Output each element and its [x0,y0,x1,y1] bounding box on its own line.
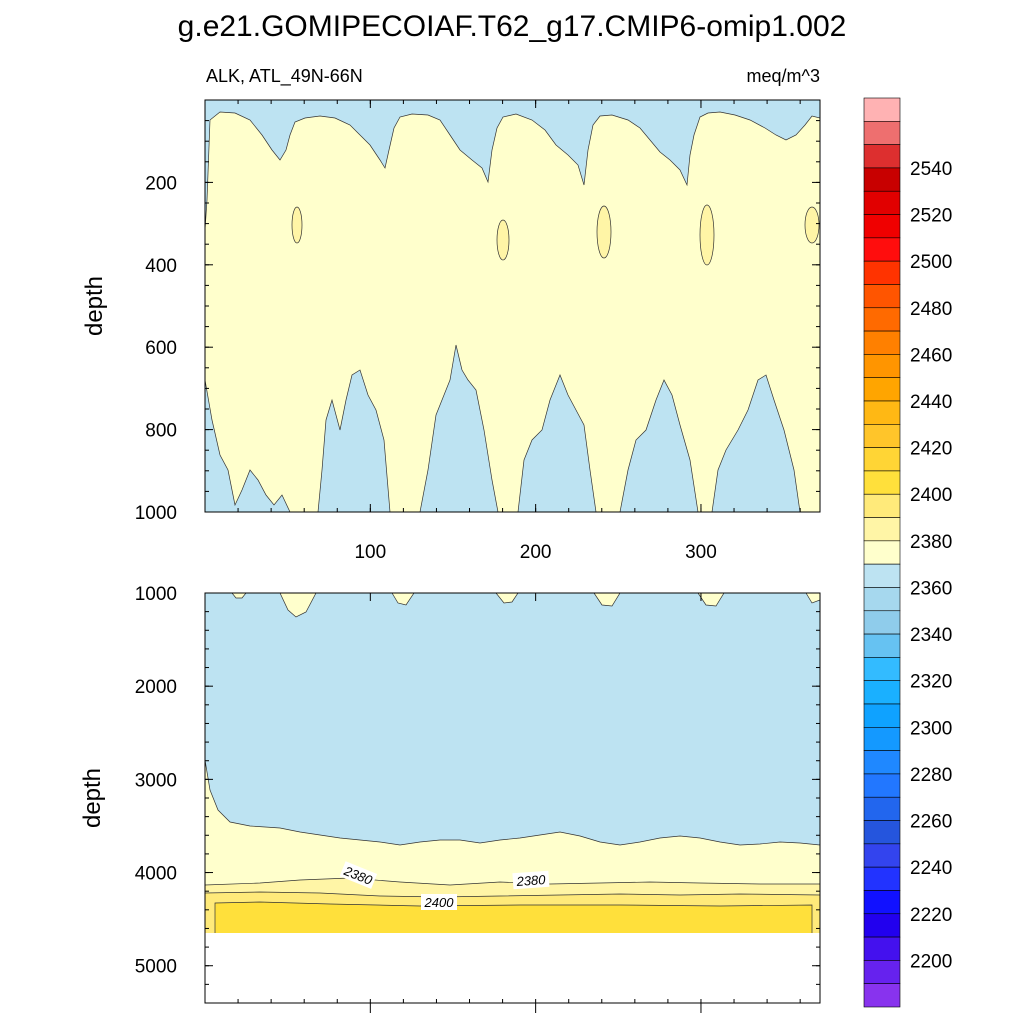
upper-ytick-label: 1000 [135,503,177,524]
contour-label-group-2: 2400 [421,894,457,910]
lower-ytick-label: 4000 [135,864,177,885]
upper-blob-5 [804,206,820,244]
colorbar-label: 2520 [910,206,952,227]
colorbar-swatch [863,796,901,821]
upper-deep-blue-intrusions [205,344,801,512]
lower-missing-data-region [205,933,820,1003]
colorbar-swatch [863,657,901,681]
upper-ytick-label: 800 [145,421,177,442]
colorbar-swatch [863,493,901,518]
colorbar-swatch [863,144,901,169]
colorbar-label: 2380 [910,532,952,553]
colorbar-swatch [863,121,901,145]
colorbar-swatch [863,307,901,332]
colorbar-label: 2260 [910,812,952,833]
colorbar-swatch [863,330,901,355]
lower-ylabel: depth [79,768,106,828]
colorbar-swatch [863,983,901,1008]
lower-ytick-label: 5000 [135,957,177,978]
upper-panel: 200 400 600 800 1000 100 200 300 depth [81,99,821,563]
upper-contour-field [205,100,820,512]
colorbar-swatch [863,447,901,472]
upper-ytick-label: 600 [145,338,177,359]
lower-ytick-label: 1000 [135,584,177,605]
lower-top-yellow-bumps [231,593,820,618]
colorbar-swatch [863,866,901,891]
colorbar-swatch [863,237,901,262]
colorbar-label: 2220 [910,905,952,926]
colorbar-swatch [863,587,901,612]
colorbar-swatch [863,214,901,239]
colorbar-swatch [863,727,901,751]
colorbar-swatch [863,633,901,658]
colorbar-label: 2300 [910,718,952,739]
colorbar-swatch [863,563,901,588]
chart-subtitle-right: meq/m^3 [747,66,820,86]
colorbar-swatch [863,890,901,915]
colorbar-label: 2420 [910,439,952,460]
chart-subtitle-left: ALK, ATL_49N-66N [206,66,363,87]
upper-blob-4 [699,204,715,266]
upper-blob-2 [496,219,510,261]
colorbar-swatch [863,470,901,495]
colorbar-swatch [863,400,901,425]
colorbar-swatch [863,773,901,798]
colorbar-swatch [863,540,901,565]
colorbar-label: 2280 [910,765,952,786]
colorbar-swatch [863,190,901,215]
upper-xtick-label: 200 [520,542,552,563]
colorbar-label: 2240 [910,858,952,879]
colorbar-label: 2400 [910,485,952,506]
colorbar-label: 2320 [910,672,952,693]
colorbar-label: 2460 [910,345,952,366]
colorbar-swatch [863,377,901,402]
contour-label-group-3: 2380 [512,870,550,890]
lower-axis-ticks: 1000 2000 3000 4000 5000 [135,584,820,1013]
colorbar-label: 2340 [910,625,952,646]
colorbar-swatch [863,843,901,868]
colorbar-label: 2200 [910,951,952,972]
lower-ytick-label: 3000 [135,770,177,791]
upper-xtick-label: 300 [685,542,717,563]
colorbar-label: 2360 [910,578,952,599]
colorbar-label: 2480 [910,299,952,320]
upper-blob-3 [596,205,612,259]
upper-ylabel: depth [81,276,108,336]
colorbar-swatch [863,703,901,728]
colorbar-swatch [863,750,901,775]
colorbar-label: 2440 [910,392,952,413]
contour-label-2400: 2400 [424,895,455,910]
upper-axis-ticks: 200 400 600 800 1000 100 200 300 [135,100,820,563]
upper-xtick-label: 100 [354,542,386,563]
colorbar-swatch [863,97,901,122]
colorbar-swatch [863,610,901,635]
contour-label-2380-right: 2380 [515,872,547,889]
colorbar-swatch [863,936,901,961]
colorbar-label: 2500 [910,252,952,273]
upper-ytick-label: 200 [145,173,177,194]
colorbar-swatch [863,354,901,378]
colorbar-swatch [863,167,901,192]
chart-title: g.e21.GOMIPECOIAF.T62_g17.CMIP6-omip1.00… [178,10,847,43]
lower-ytick-label: 2000 [135,677,177,698]
colorbar-swatch [863,680,901,705]
upper-ytick-label: 400 [145,256,177,277]
colorbar-swatch [863,284,901,309]
colorbar-swatch [863,820,901,845]
lower-contour-field [205,593,820,1003]
upper-surface-blue-band [205,100,820,231]
colorbar-swatch [863,424,901,448]
colorbar-swatch [863,960,901,984]
colorbar-swatch [863,913,901,938]
upper-blob-1 [291,206,303,244]
colorbar-swatch [863,517,901,542]
colorbar-swatch [863,260,901,285]
upper-field-background [205,100,820,512]
colorbar-label: 2540 [910,159,952,180]
colorbar: 2540 2520 2500 2480 2460 2440 2420 2400 2380 2360… [863,97,952,1008]
